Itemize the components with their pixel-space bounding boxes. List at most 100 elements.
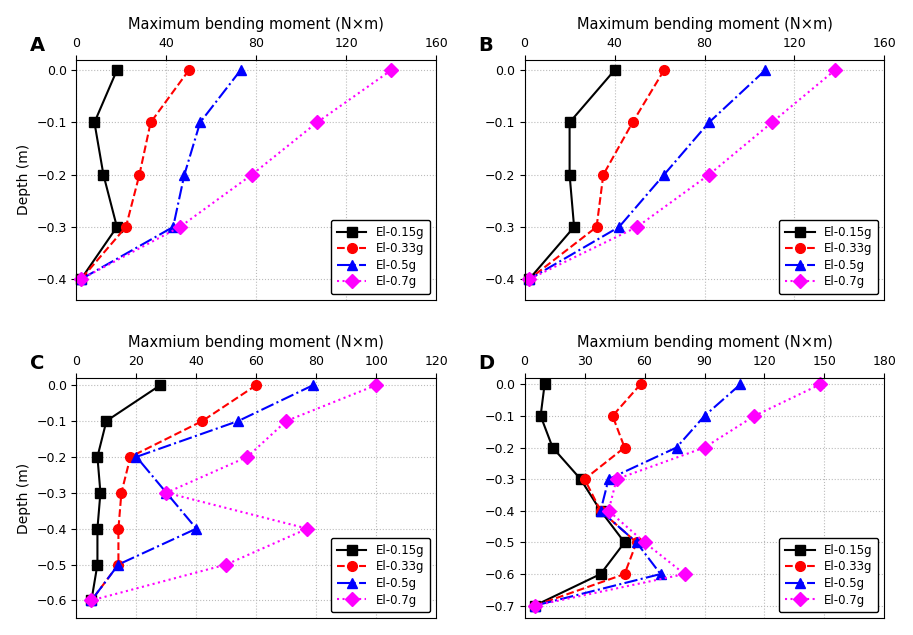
El-0.7g (603, 507, 614, 514)
El-0.7g (530, 602, 540, 610)
El-0.15g (111, 223, 122, 231)
El-0.5g (735, 380, 746, 388)
Line: El-0.33g: El-0.33g (87, 380, 261, 605)
Line: El-0.33g: El-0.33g (530, 379, 645, 610)
Text: B: B (477, 36, 493, 55)
El-0.5g (131, 453, 142, 460)
El-0.33g (184, 67, 194, 74)
El-0.33g (76, 276, 87, 283)
El-0.33g (607, 412, 618, 420)
El-0.15g (595, 570, 606, 578)
El-0.7g (829, 67, 840, 74)
El-0.5g (658, 171, 669, 178)
Text: D: D (477, 354, 494, 373)
Line: El-0.5g: El-0.5g (87, 380, 318, 605)
El-0.5g (76, 276, 87, 283)
El-0.7g (815, 380, 826, 388)
El-0.7g (86, 596, 97, 604)
El-0.5g (194, 119, 205, 126)
El-0.33g (86, 596, 97, 604)
El-0.15g (92, 561, 103, 568)
El-0.15g (98, 171, 109, 178)
El-0.33g (116, 489, 127, 497)
El-0.15g (89, 119, 100, 126)
El-0.15g (575, 476, 586, 483)
El-0.15g (86, 596, 97, 604)
El-0.33g (619, 444, 630, 451)
El-0.5g (179, 171, 190, 178)
El-0.7g (767, 119, 778, 126)
El-0.7g (76, 276, 87, 283)
El-0.15g (540, 380, 551, 388)
El-0.15g (564, 171, 575, 178)
El-0.33g (631, 538, 642, 546)
Line: El-0.7g: El-0.7g (524, 65, 840, 284)
El-0.5g (699, 412, 710, 420)
Line: El-0.15g: El-0.15g (530, 379, 629, 610)
El-0.33g (113, 561, 124, 568)
El-0.7g (311, 119, 322, 126)
Line: El-0.5g: El-0.5g (76, 65, 246, 284)
Text: C: C (30, 354, 44, 373)
El-0.7g (679, 570, 690, 578)
El-0.5g (704, 119, 715, 126)
El-0.33g (635, 380, 646, 388)
El-0.7g (632, 223, 643, 231)
El-0.15g (111, 67, 122, 74)
X-axis label: Maximum bending moment (N×m): Maximum bending moment (N×m) (129, 17, 384, 32)
El-0.5g (603, 476, 614, 483)
Legend: El-0.15g, El-0.33g, El-0.5g, El-0.7g: El-0.15g, El-0.33g, El-0.5g, El-0.7g (331, 538, 430, 612)
El-0.5g (308, 381, 319, 389)
El-0.5g (595, 507, 606, 514)
El-0.5g (233, 417, 244, 425)
El-0.5g (161, 489, 172, 497)
El-0.15g (92, 525, 103, 532)
Line: El-0.33g: El-0.33g (76, 65, 194, 284)
Line: El-0.7g: El-0.7g (87, 380, 381, 605)
Line: El-0.7g: El-0.7g (530, 379, 825, 610)
El-0.5g (760, 67, 771, 74)
El-0.5g (655, 570, 666, 578)
El-0.7g (524, 276, 535, 283)
El-0.15g (609, 67, 620, 74)
El-0.7g (386, 67, 397, 74)
El-0.5g (671, 444, 682, 451)
Legend: El-0.15g, El-0.33g, El-0.5g, El-0.7g: El-0.15g, El-0.33g, El-0.5g, El-0.7g (331, 220, 430, 294)
X-axis label: Maxmium bending moment (N×m): Maxmium bending moment (N×m) (577, 335, 833, 350)
Legend: El-0.15g, El-0.33g, El-0.5g, El-0.7g: El-0.15g, El-0.33g, El-0.5g, El-0.7g (779, 220, 878, 294)
El-0.7g (749, 412, 760, 420)
El-0.5g (236, 67, 247, 74)
Line: El-0.33g: El-0.33g (524, 65, 669, 284)
El-0.33g (113, 525, 124, 532)
El-0.5g (524, 276, 535, 283)
El-0.33g (145, 119, 156, 126)
El-0.15g (155, 381, 166, 389)
El-0.33g (251, 381, 262, 389)
El-0.7g (281, 417, 292, 425)
El-0.33g (134, 171, 145, 178)
El-0.15g (619, 538, 630, 546)
El-0.33g (125, 453, 136, 460)
El-0.33g (524, 276, 535, 283)
El-0.15g (569, 223, 580, 231)
El-0.33g (658, 67, 669, 74)
El-0.33g (595, 507, 606, 514)
El-0.7g (611, 476, 622, 483)
El-0.7g (174, 223, 185, 231)
El-0.7g (161, 489, 172, 497)
Line: El-0.5g: El-0.5g (524, 65, 770, 284)
Line: El-0.15g: El-0.15g (87, 380, 165, 605)
El-0.15g (564, 119, 575, 126)
El-0.33g (121, 223, 131, 231)
El-0.5g (530, 602, 540, 610)
El-0.7g (371, 381, 382, 389)
Line: El-0.5g: El-0.5g (530, 379, 745, 610)
El-0.33g (619, 570, 630, 578)
X-axis label: Maxmium bending moment (N×m): Maxmium bending moment (N×m) (129, 335, 384, 350)
El-0.15g (95, 489, 106, 497)
Y-axis label: Depth (m): Depth (m) (16, 144, 31, 215)
El-0.5g (168, 223, 179, 231)
El-0.15g (530, 602, 540, 610)
Line: El-0.15g: El-0.15g (76, 65, 121, 284)
El-0.15g (547, 444, 558, 451)
